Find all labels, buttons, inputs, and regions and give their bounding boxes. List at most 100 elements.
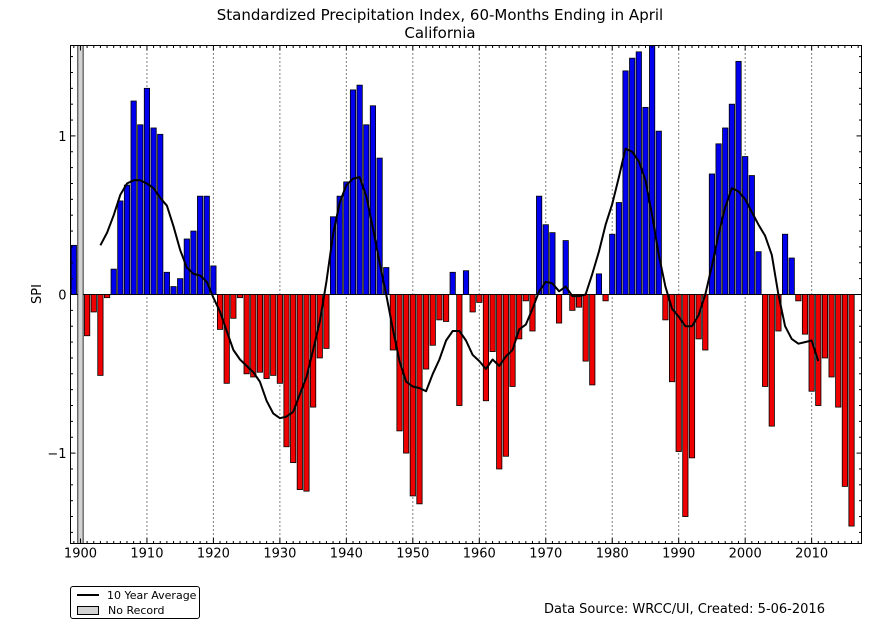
y-tick-label--1: −1 bbox=[47, 447, 66, 462]
bar-1973 bbox=[562, 240, 569, 295]
bar-1947 bbox=[389, 294, 396, 351]
bar-1986 bbox=[649, 45, 656, 295]
bar-1957 bbox=[456, 294, 463, 406]
y-tick-label-1: 1 bbox=[58, 130, 66, 145]
bar-1984 bbox=[635, 51, 642, 295]
bar-1985 bbox=[642, 106, 649, 295]
x-tick-label-1920: 1920 bbox=[197, 547, 230, 562]
bar-1936 bbox=[316, 294, 323, 359]
bar-1902 bbox=[90, 294, 97, 313]
bar-1987 bbox=[655, 130, 662, 295]
bar-1959 bbox=[469, 294, 476, 313]
bar-1925 bbox=[243, 294, 250, 375]
bar-1905 bbox=[110, 268, 117, 295]
bar-1992 bbox=[688, 294, 696, 459]
x-tick-label-2000: 2000 bbox=[729, 547, 762, 562]
bar-1952 bbox=[423, 294, 430, 370]
spi-bars bbox=[70, 45, 855, 527]
bar-1995 bbox=[708, 173, 715, 295]
bar-1991 bbox=[682, 294, 689, 517]
x-tick-label-1970: 1970 bbox=[529, 547, 562, 562]
chart-title: Standardized Precipitation Index, 60-Mon… bbox=[0, 6, 880, 42]
x-tick-label-2010: 2010 bbox=[795, 547, 828, 562]
bar-2003 bbox=[762, 294, 769, 387]
x-tick-label-1900: 1900 bbox=[64, 547, 97, 562]
bar-1963 bbox=[496, 294, 503, 470]
bar-1969 bbox=[536, 195, 543, 295]
legend-average-label: 10 Year Average bbox=[107, 588, 197, 602]
bar-2013 bbox=[828, 294, 835, 378]
axis-ticks bbox=[70, 45, 862, 544]
legend: 10 Year Average No Record bbox=[70, 586, 200, 619]
average-line bbox=[99, 147, 820, 420]
bar-1972 bbox=[556, 294, 563, 324]
bar-1956 bbox=[449, 271, 456, 295]
y-tick-label-0: 0 bbox=[58, 289, 66, 304]
bar-1903 bbox=[97, 294, 104, 376]
bar-1970 bbox=[542, 224, 549, 295]
bar-1971 bbox=[549, 232, 556, 295]
bar-1939 bbox=[336, 195, 343, 295]
bar-2016 bbox=[848, 294, 855, 527]
bar-1901 bbox=[84, 294, 91, 337]
data-source-note: Data Source: WRCC/UI, Created: 5-06-2016 bbox=[544, 602, 825, 617]
bar-1951 bbox=[416, 294, 423, 505]
bar-2009 bbox=[801, 294, 809, 335]
bar-1909 bbox=[137, 124, 144, 295]
bar-1965 bbox=[509, 294, 516, 387]
bar-1979 bbox=[602, 294, 609, 302]
bar-1929 bbox=[270, 294, 277, 376]
bar-1912 bbox=[157, 133, 164, 295]
bar-1927 bbox=[256, 294, 263, 373]
bar-1899 bbox=[70, 244, 77, 295]
chart-title-line1: Standardized Precipitation Index, 60-Mon… bbox=[216, 6, 664, 24]
chart-subtitle: California bbox=[404, 24, 476, 42]
x-tick-label-1960: 1960 bbox=[463, 547, 496, 562]
bar-1976 bbox=[582, 294, 589, 362]
bar-1988 bbox=[662, 294, 669, 321]
bar-1955 bbox=[442, 294, 450, 322]
bar-1930 bbox=[276, 294, 283, 384]
bar-1917 bbox=[190, 230, 197, 295]
x-tick-label-1910: 1910 bbox=[130, 547, 163, 562]
bar-1950 bbox=[409, 294, 416, 497]
bar-1960 bbox=[476, 294, 483, 303]
x-tick-label-1950: 1950 bbox=[396, 547, 429, 562]
bar-1977 bbox=[589, 294, 596, 386]
x-tick-label-1940: 1940 bbox=[330, 547, 363, 562]
bar-1931 bbox=[283, 294, 290, 448]
bar-1975 bbox=[575, 294, 583, 308]
bar-1928 bbox=[263, 294, 270, 379]
legend-item-average: 10 Year Average bbox=[77, 588, 196, 602]
bar-1942 bbox=[356, 84, 363, 295]
bar-2000 bbox=[742, 156, 749, 295]
bar-1911 bbox=[150, 127, 157, 295]
bar-1937 bbox=[323, 294, 330, 349]
bar-1953 bbox=[429, 294, 436, 346]
bar-1918 bbox=[197, 195, 204, 295]
legend-no-record-label: No Record bbox=[108, 603, 165, 617]
average-line-group bbox=[99, 147, 820, 420]
bar-1944 bbox=[369, 105, 376, 295]
bar-1961 bbox=[482, 294, 489, 402]
bar-2002 bbox=[755, 251, 762, 295]
no-record-markers bbox=[77, 45, 84, 544]
bar-1990 bbox=[675, 294, 682, 452]
bar-1982 bbox=[622, 70, 629, 295]
bar-1967 bbox=[522, 294, 529, 302]
bar-1980 bbox=[609, 233, 616, 295]
no-record-1900 bbox=[77, 45, 84, 544]
bar-1998 bbox=[728, 103, 735, 295]
bar-1923 bbox=[230, 294, 237, 319]
bar-1996 bbox=[715, 143, 722, 295]
bar-1954 bbox=[436, 294, 443, 321]
bar-1999 bbox=[735, 60, 742, 295]
bar-1964 bbox=[502, 294, 509, 457]
bar-1907 bbox=[123, 184, 131, 295]
bar-1910 bbox=[143, 87, 150, 295]
y-axis-label: SPI bbox=[30, 284, 45, 304]
bar-2012 bbox=[821, 294, 828, 359]
bar-2007 bbox=[788, 257, 795, 295]
bar-1924 bbox=[236, 294, 244, 299]
